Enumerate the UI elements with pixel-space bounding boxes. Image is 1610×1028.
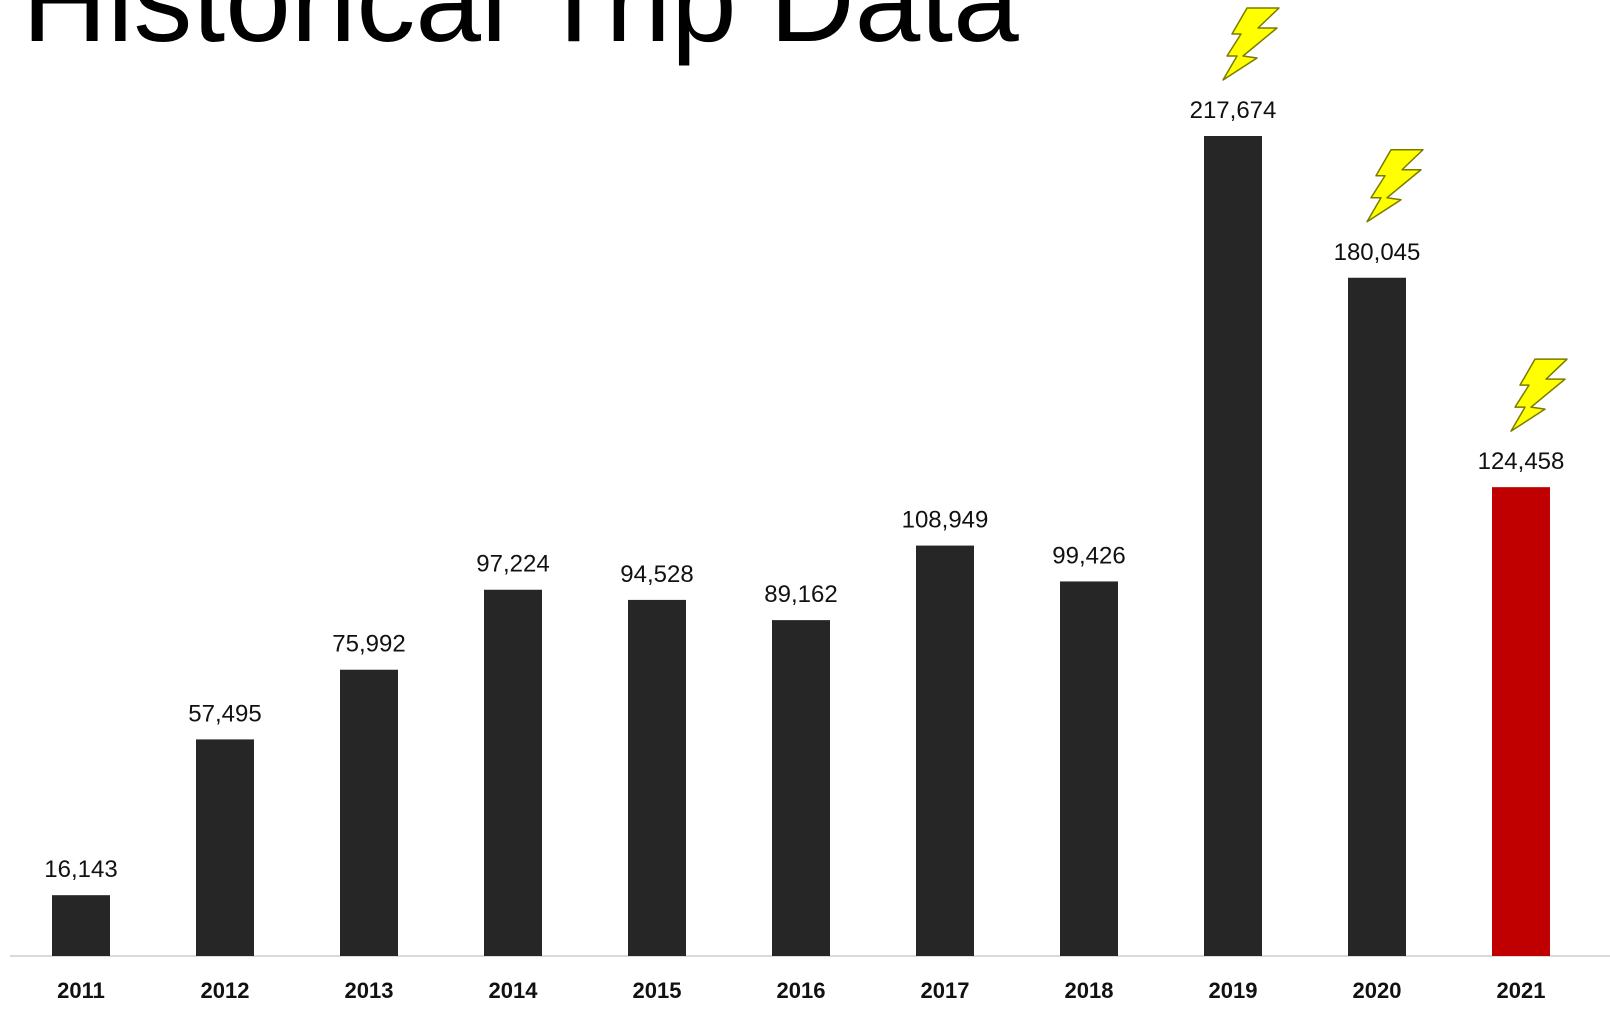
- data-label-2015: 94,528: [620, 561, 693, 588]
- bar-2020: [1348, 277, 1406, 956]
- bar-2014: [484, 589, 542, 956]
- x-tick-label-2014: 2014: [489, 978, 539, 1003]
- data-label-2020: 180,045: [1334, 239, 1421, 266]
- data-label-2014: 97,224: [476, 551, 549, 578]
- x-tick-label-2020: 2020: [1353, 978, 1402, 1003]
- bar-2013: [340, 669, 398, 956]
- x-tick-label-2013: 2013: [345, 978, 394, 1003]
- x-tick-label-2011: 2011: [57, 978, 105, 1003]
- bar-2019: [1204, 136, 1262, 956]
- bar-2018: [1060, 581, 1118, 956]
- data-label-2018: 99,426: [1052, 542, 1125, 569]
- bar-2017: [916, 545, 974, 956]
- x-tick-label-2021: 2021: [1497, 978, 1546, 1003]
- bar-2012: [196, 739, 254, 956]
- lightning-bolt-icon: [1366, 149, 1424, 223]
- bar-2011: [52, 895, 110, 956]
- data-label-2017: 108,949: [902, 507, 989, 534]
- bar-2015: [628, 599, 686, 956]
- x-tick-label-2012: 2012: [201, 978, 250, 1003]
- x-tick-label-2015: 2015: [633, 978, 682, 1003]
- x-tick-label-2019: 2019: [1209, 978, 1258, 1003]
- data-label-2013: 75,992: [332, 631, 405, 658]
- bar-2016: [772, 620, 830, 956]
- data-label-2021: 124,458: [1478, 448, 1565, 475]
- lightning-bolt-icon: [1510, 358, 1568, 432]
- chart-layer: 16,143 2011 57,495 2012 75,992 2013 97,224 2014…: [10, 7, 1610, 1003]
- x-tick-label-2018: 2018: [1065, 978, 1114, 1003]
- x-tick-label-2017: 2017: [921, 978, 970, 1003]
- data-label-2012: 57,495: [188, 700, 261, 727]
- data-label-2019: 217,674: [1190, 97, 1277, 124]
- data-label-2016: 89,162: [764, 581, 837, 608]
- lightning-bolt-icon: [1222, 7, 1280, 81]
- x-tick-label-2016: 2016: [777, 978, 826, 1003]
- bar-2021: [1492, 487, 1550, 956]
- page-title: Historical Trip Data: [22, 0, 1019, 67]
- data-label-2011: 16,143: [44, 856, 117, 883]
